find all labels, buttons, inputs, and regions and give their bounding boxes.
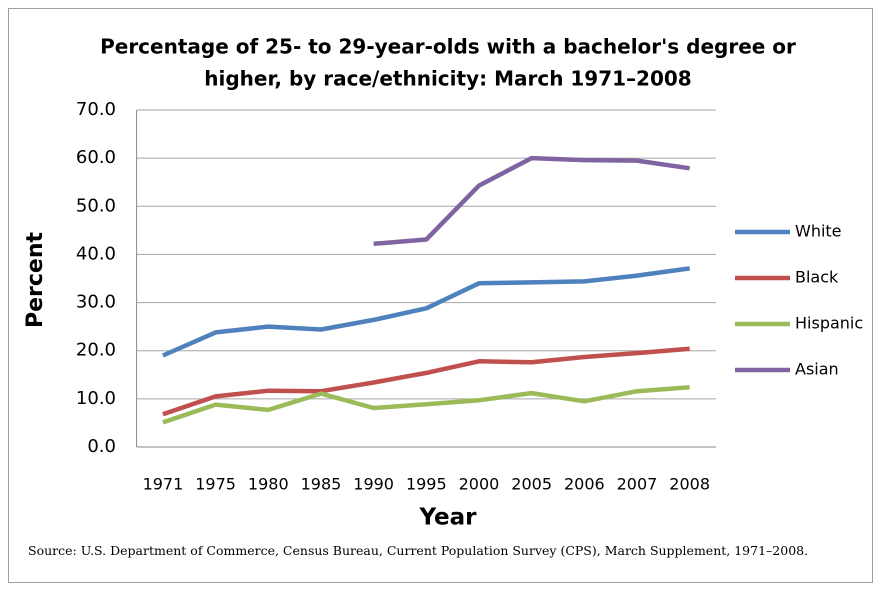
chart-title: Percentage of 25- to 29-year-olds with a…: [100, 35, 796, 59]
x-tick-label: 2008: [669, 475, 710, 494]
series-line: [161, 266, 691, 358]
frame: [8, 8, 873, 583]
x-tick-label: 2005: [511, 475, 552, 494]
series-line: [162, 385, 690, 425]
y-tick-label: 20.0: [76, 340, 116, 361]
legend-label: White: [795, 222, 842, 241]
legend-label: Hispanic: [795, 314, 863, 333]
series-line: [373, 155, 691, 247]
x-tick-label: 1971: [143, 475, 184, 494]
y-tick-label: 30.0: [76, 292, 116, 313]
x-axis-label: Year: [418, 505, 477, 531]
legend-label: Asian: [795, 360, 839, 379]
y-tick-label: 60.0: [76, 147, 116, 168]
x-tick-label: 1985: [301, 475, 342, 494]
y-tick-label: 10.0: [76, 388, 116, 409]
y-tick-label: 50.0: [76, 195, 116, 216]
series-line: [162, 346, 690, 417]
x-tick-label: 1990: [353, 475, 394, 494]
x-tick-label: 1980: [248, 475, 289, 494]
x-tick-label: 1975: [195, 475, 236, 494]
x-tick-label: 1995: [406, 475, 447, 494]
source-note: Source: U.S. Department of Commerce, Cen…: [28, 543, 809, 558]
chart-title: higher, by race/ethnicity: March 1971–20…: [204, 67, 691, 91]
y-axis-label: Percent: [23, 232, 48, 329]
y-tick-label: 70.0: [76, 99, 116, 120]
y-tick-label: 0.0: [87, 436, 116, 457]
y-tick-label: 40.0: [76, 243, 116, 264]
x-tick-label: 2007: [617, 475, 658, 494]
x-tick-label: 2000: [459, 475, 500, 494]
legend-label: Black: [795, 268, 839, 287]
x-tick-label: 2006: [564, 475, 605, 494]
